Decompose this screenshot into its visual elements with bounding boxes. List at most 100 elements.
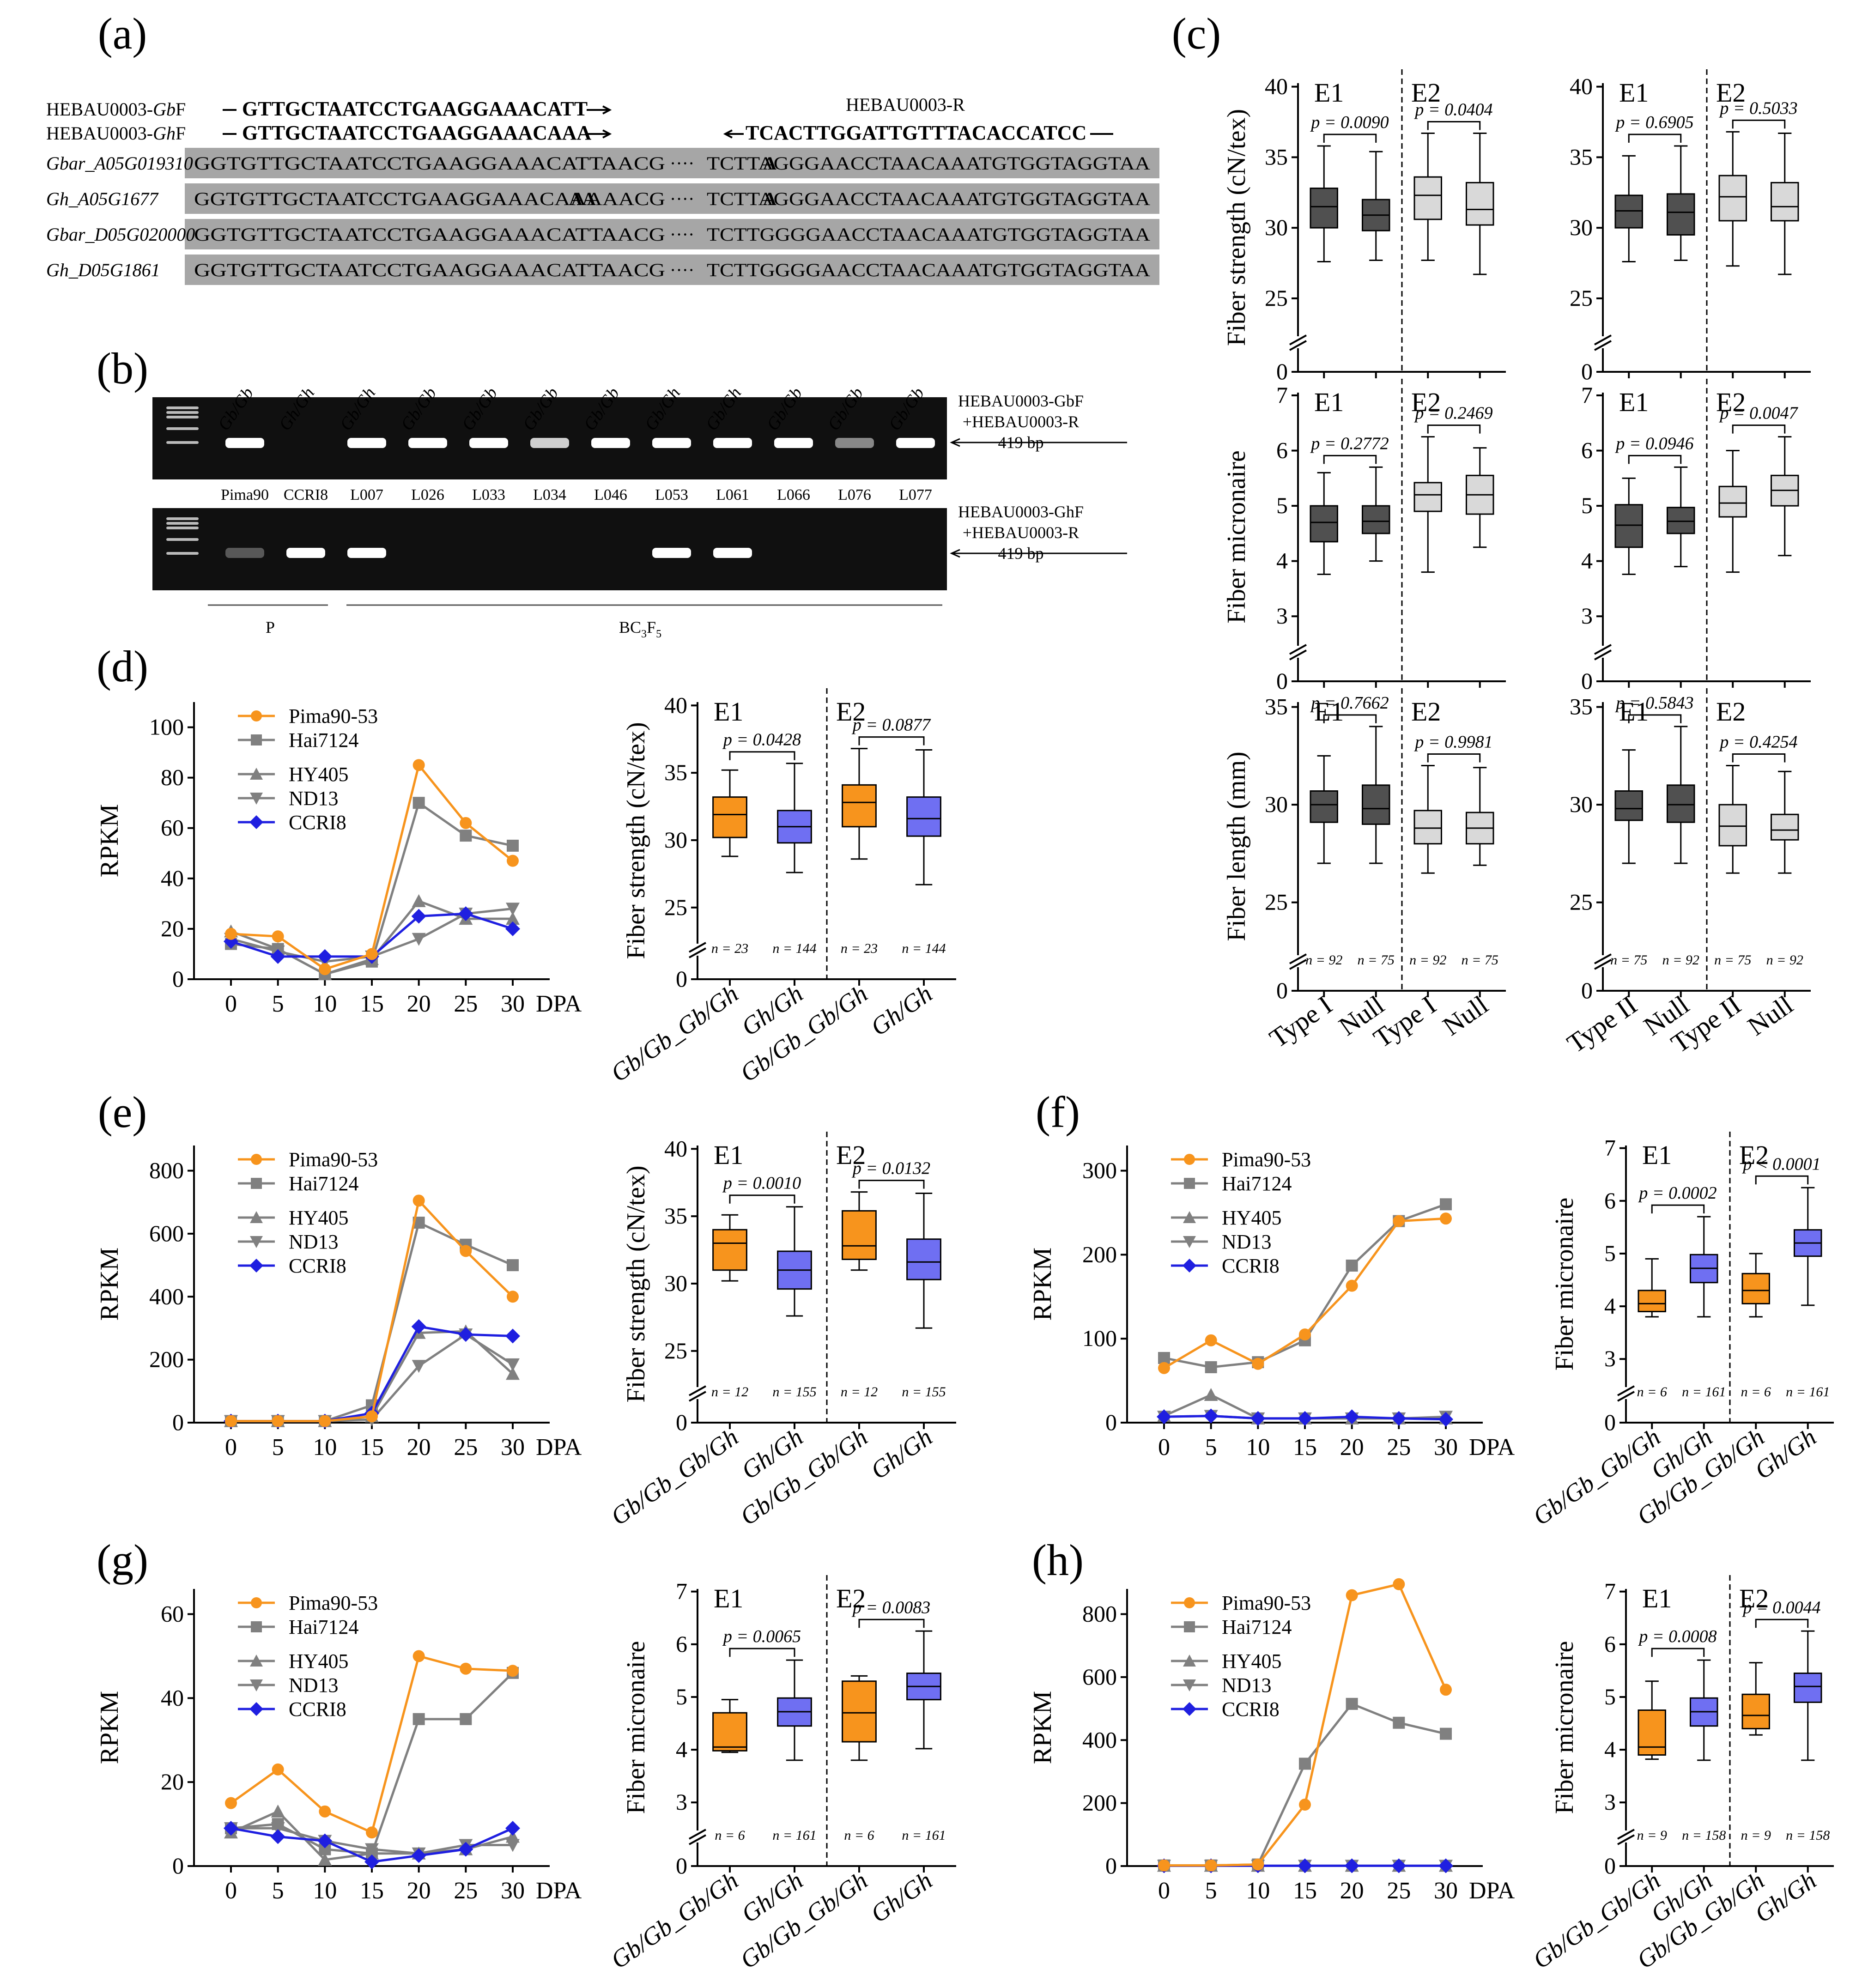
axis-break — [1594, 340, 1612, 351]
y-tick-label: 25 — [664, 894, 687, 920]
legend-label: HY405 — [1222, 1650, 1282, 1673]
sample-size-label: n = 92 — [1305, 952, 1342, 968]
y-tick-label: 40 — [664, 1135, 687, 1161]
sample-size-label: n = 161 — [772, 1828, 816, 1843]
x-axis-label: DPA — [536, 991, 582, 1017]
y-tick-label: 25 — [1570, 285, 1593, 311]
data-point — [1184, 1178, 1195, 1189]
primer-name-suffix: F — [176, 123, 186, 144]
gel-primer-label: HEBAU0003-GbF — [958, 392, 1084, 410]
x-tick-label: 0 — [225, 1878, 237, 1904]
axis-break — [689, 1829, 706, 1840]
y-tick-label: 40 — [161, 865, 184, 891]
gene-id: Gh_D05G1861 — [46, 260, 160, 280]
data-point — [249, 815, 263, 829]
box — [906, 1238, 941, 1280]
data-point — [364, 1854, 379, 1869]
data-point — [249, 1259, 263, 1273]
data-point — [366, 1826, 378, 1839]
y-axis-label: Fiber strength (cN/tex) — [1222, 109, 1251, 346]
environment-label: E1 — [1314, 78, 1344, 108]
data-point — [1393, 1578, 1405, 1590]
legend-label: ND13 — [289, 1230, 339, 1253]
data-point — [412, 933, 426, 946]
p-value-label: p = 0.0010 — [722, 1174, 801, 1193]
sample-size-label: n = 75 — [1610, 952, 1647, 968]
data-point — [249, 1702, 263, 1716]
box — [712, 1229, 747, 1271]
data-point — [250, 1655, 263, 1667]
box — [1794, 1673, 1822, 1703]
reverse-primer-sequence: TCACTTGGATTGTTTACACCATCC — [746, 121, 1086, 144]
x-axis-label: DPA — [536, 1878, 582, 1904]
data-point — [1299, 1328, 1311, 1341]
gene-id: Gbar_A05G019310 — [46, 153, 193, 174]
data-point — [317, 949, 333, 964]
axis-break — [1289, 644, 1307, 655]
p-value-label: p = 0.0877 — [851, 715, 931, 735]
p-value-label: p = 0.2469 — [1413, 404, 1492, 423]
y-axis-label: Fiber micronaire — [1222, 450, 1251, 624]
category-label: Null — [1742, 989, 1798, 1041]
group-label-sub: 3 — [641, 628, 647, 640]
series-line — [231, 1198, 514, 1423]
data-point — [507, 1665, 519, 1677]
p-value-label: p = 0.0002 — [1638, 1183, 1716, 1203]
box — [842, 1680, 877, 1743]
line-chart-g-line: 0 20 40 60 0 5 10 15 20 25 30 DPA RPKM Pima90-53Hai71… — [95, 1589, 582, 1904]
sequence-row-bg — [185, 219, 1159, 249]
y-tick-label: 5 — [1276, 492, 1288, 518]
box-chart-g-box: 0 3 4 5 6 7 E1 E2 p = 0.0065 p = 0.0083 n = 6 n = 1… — [606, 1575, 956, 1974]
y-tick-label: 30 — [664, 1270, 687, 1296]
data-point — [412, 1194, 425, 1207]
y-axis-label: RPKM — [95, 1691, 124, 1764]
data-point — [1158, 1352, 1170, 1364]
environment-label: E2 — [1739, 1583, 1769, 1613]
box — [1614, 504, 1643, 548]
category-label: Gh/Gh — [1750, 1867, 1821, 1928]
gel-band — [225, 548, 264, 558]
ladder-band — [166, 406, 199, 409]
data-point — [251, 710, 262, 721]
data-point — [251, 1154, 262, 1165]
y-axis-label: Fiber strength (cN/tex) — [622, 722, 650, 959]
box-chart-sub: 0 3 4 5 6 7 E1 E2 p = 0.0946 p = 0.0047 — [1581, 379, 1811, 694]
y-tick-label: 4 — [1581, 548, 1593, 574]
x-tick-label: 5 — [1205, 1878, 1217, 1904]
sample-size-label: n = 161 — [902, 1828, 946, 1843]
x-tick-label: 10 — [313, 991, 337, 1017]
p-value-label: p < 0.0001 — [1741, 1154, 1820, 1174]
data-point — [1158, 1859, 1170, 1872]
ladder-band — [166, 427, 199, 430]
data-point — [1438, 1858, 1453, 1873]
sample-size-label: n = 92 — [1409, 952, 1446, 968]
axis-break — [1289, 959, 1307, 970]
x-tick-label: 10 — [1246, 1878, 1270, 1904]
arrow-left-icon — [723, 129, 744, 139]
gel-band — [652, 438, 691, 448]
data-point — [460, 830, 472, 842]
data-point — [1158, 1362, 1170, 1374]
p-value-label: p = 0.0132 — [851, 1159, 930, 1178]
legend-label: CCRI8 — [289, 1255, 346, 1277]
gel-primer-label: +HEBAU0003-R — [963, 523, 1079, 542]
p-value-label: p = 0.4254 — [1718, 733, 1797, 752]
data-point — [1393, 1215, 1405, 1227]
environment-label: E2 — [1716, 78, 1746, 108]
gel-primer-label: HEBAU0003-GhF — [958, 503, 1084, 521]
x-tick-label: 0 — [225, 991, 237, 1017]
box — [1466, 182, 1494, 226]
ladder-band — [166, 522, 199, 525]
data-point — [225, 1415, 237, 1427]
data-point — [250, 1236, 263, 1248]
legend-label: Pima90-53 — [289, 1592, 378, 1614]
sequence-row-bg — [185, 255, 1159, 285]
data-point — [507, 1259, 519, 1272]
category-label: Gb/Gb_Gb/Gh — [606, 1867, 743, 1974]
gene-id: Gh_A05G1677 — [46, 188, 159, 209]
y-tick-label: 5 — [676, 1684, 687, 1709]
box-chart-e-box: 0 25 30 35 40 E1 E2 p = 0.0010 p = 0.0132 n = 12 n… — [606, 1132, 956, 1531]
panel-label: (e) — [98, 1087, 147, 1137]
axis-break — [1289, 340, 1307, 351]
box — [842, 1210, 877, 1260]
